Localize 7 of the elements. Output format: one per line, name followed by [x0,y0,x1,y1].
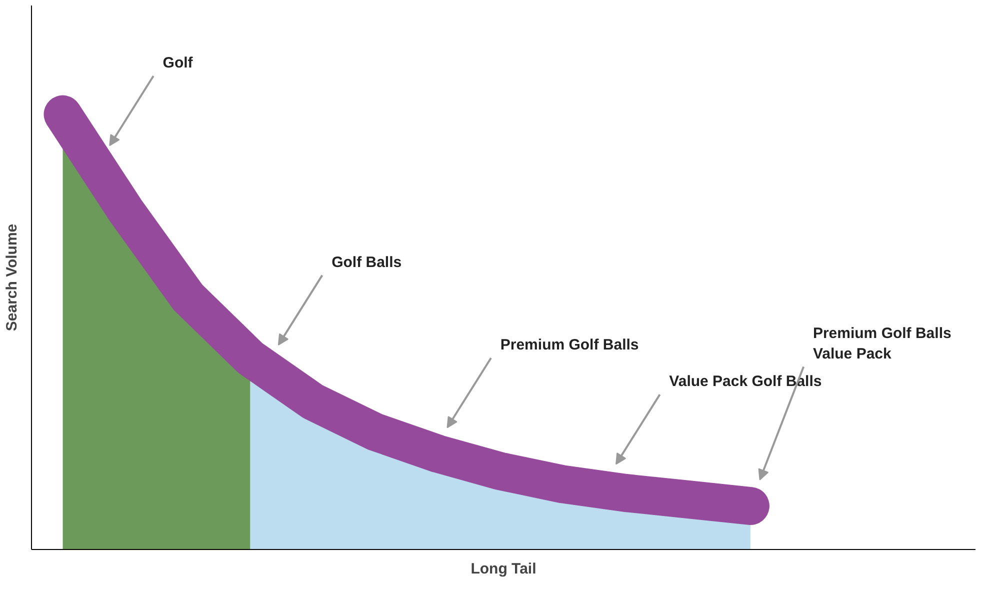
text: Premium Golf Balls Value Pack [812,324,952,362]
text: Golf [162,54,194,72]
annotation: Value Pack Golf Balls [669,373,822,390]
annotation: Premium Golf Balls [500,336,639,354]
annotation: Golf Balls [332,254,402,271]
y-axis-title: Search Volume [4,224,20,332]
x-axis-title: Long Tail [470,560,536,578]
